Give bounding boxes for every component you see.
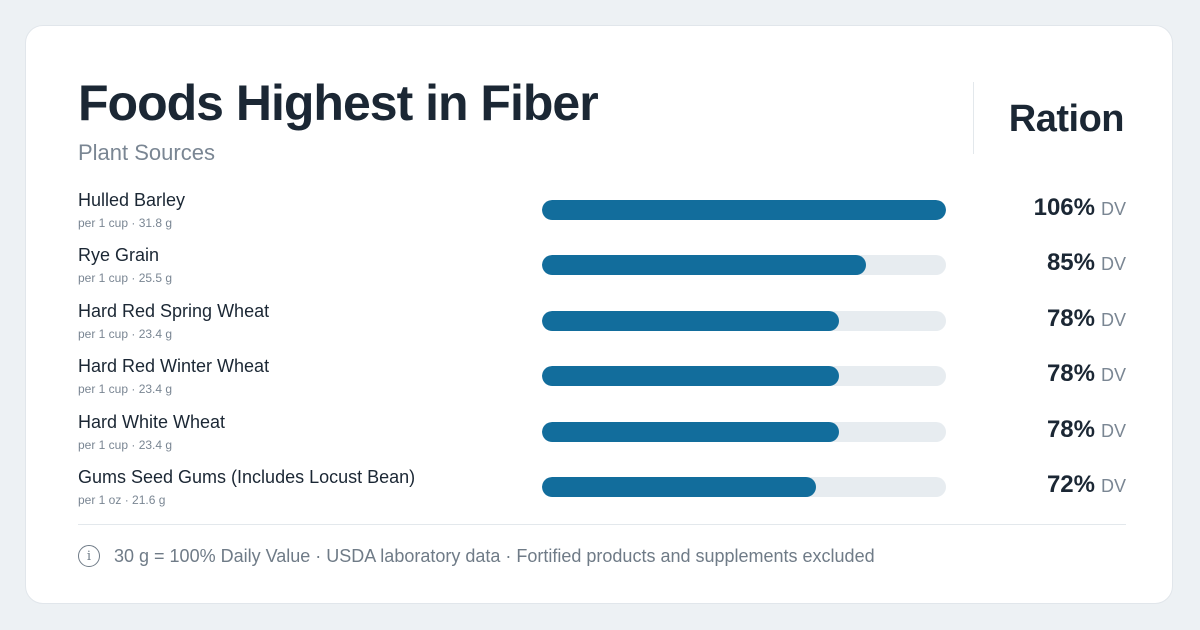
percent-value: 106% <box>1033 194 1095 221</box>
food-name: Gums Seed Gums (Includes Locust Bean) <box>78 466 416 487</box>
info-icon: i <box>78 545 100 567</box>
value-label: 106% DV <box>1034 194 1126 222</box>
chart-title: Foods Highest in Fiber <box>78 75 599 131</box>
food-name: Hulled Barley <box>78 190 186 210</box>
percent-value: 85% <box>1046 249 1095 277</box>
bar-list: Hulled Barley per 1 cup · 31.8 g 106% DV Rye… <box>78 188 1126 520</box>
footer-note: i 30 g = 100% Daily Value · USDA laborat… <box>78 545 875 567</box>
brand-divider <box>973 82 974 154</box>
brand-logo: Ration <box>1008 98 1125 140</box>
bar-fill <box>542 255 866 276</box>
bar-row: Rye Grain per 1 cup · 25.5 g 85% DV <box>78 243 1126 298</box>
bar-track <box>542 366 946 387</box>
percent-value: 78% <box>1046 304 1095 332</box>
dv-unit: DV <box>1100 254 1126 275</box>
chart-card: Foods Highest in Fiber Plant Sources Rat… <box>25 25 1173 604</box>
food-serving: per 1 cup · 23.4 g <box>78 437 173 452</box>
percent-value: 78% <box>1046 360 1095 388</box>
dv-unit: DV <box>1100 309 1126 330</box>
percent-value: 78% <box>1046 415 1095 443</box>
food-serving: per 1 cup · 23.4 g <box>78 382 173 397</box>
food-serving: per 1 oz · 21.6 g <box>78 492 166 507</box>
dv-unit: DV <box>1100 365 1126 386</box>
food-name: Hard Red Winter Wheat <box>78 356 270 377</box>
footer-divider <box>78 524 1126 525</box>
bar-track <box>542 310 946 331</box>
food-name: Rye Grain <box>78 245 160 266</box>
dv-unit: DV <box>1100 475 1126 496</box>
value-label: 85% DV <box>1047 249 1126 277</box>
chart-subtitle: Plant Sources <box>78 140 215 165</box>
bar-fill <box>542 366 840 387</box>
value-label: 78% DV <box>1047 305 1126 333</box>
bar-row: Hard White Wheat per 1 cup · 23.4 g 78% DV <box>78 410 1126 465</box>
bar-fill <box>542 421 840 442</box>
bar-row: Hulled Barley per 1 cup · 31.8 g 106% DV <box>78 188 1126 243</box>
bar-track <box>542 421 946 442</box>
bar-fill <box>542 310 840 331</box>
bar-row: Hard Red Spring Wheat per 1 cup · 23.4 g 7… <box>78 299 1126 354</box>
food-serving: per 1 cup · 23.4 g <box>78 326 173 341</box>
food-name: Hard White Wheat <box>78 411 226 432</box>
percent-value: 72% <box>1046 470 1095 498</box>
bar-fill <box>542 476 817 497</box>
dv-unit: DV <box>1100 199 1126 219</box>
food-serving: per 1 cup · 25.5 g <box>78 271 173 286</box>
bar-track <box>542 476 946 497</box>
bar-row: Hard Red Winter Wheat per 1 cup · 23.4 g 7… <box>78 354 1126 409</box>
bar-row: Gums Seed Gums (Includes Locust Bean) per… <box>78 465 1126 520</box>
bar-track <box>542 255 946 276</box>
value-label: 78% DV <box>1047 416 1126 444</box>
bar-track <box>542 200 946 220</box>
value-label: 72% DV <box>1047 471 1126 499</box>
dv-unit: DV <box>1100 420 1126 441</box>
food-name: Hard Red Spring Wheat <box>78 300 270 321</box>
bar-fill <box>542 200 946 220</box>
food-serving: per 1 cup · 31.8 g <box>78 216 173 230</box>
value-label: 78% DV <box>1047 360 1126 388</box>
footer-text: 30 g = 100% Daily Value · USDA laborator… <box>114 545 875 566</box>
